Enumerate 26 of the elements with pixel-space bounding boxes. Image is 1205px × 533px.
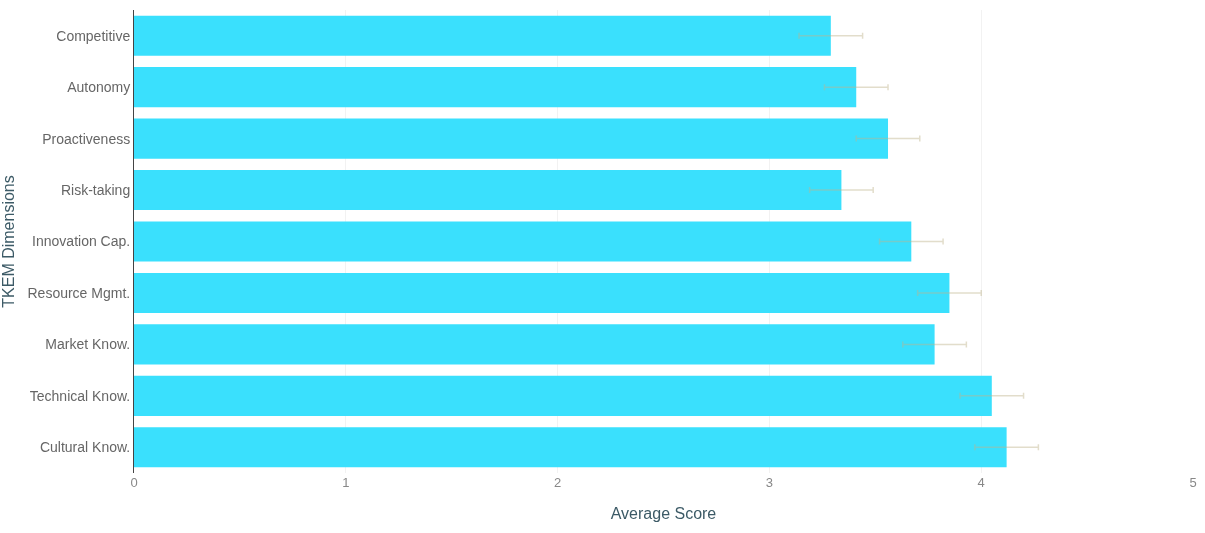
x-tick-label: 0 (130, 475, 138, 490)
bar (134, 272, 950, 314)
y-tick-label: Proactiveness (42, 130, 131, 147)
y-tick-label: Market Know. (45, 336, 131, 353)
x-tick-label: 5 (1189, 475, 1197, 490)
bar (134, 67, 857, 108)
bar (134, 427, 1007, 468)
x-tick-label: 3 (765, 475, 774, 490)
y-tick-label: Competitive (56, 27, 131, 44)
x-tick-label: 1 (342, 475, 350, 490)
bar (134, 169, 842, 211)
y-tick-label: Autonomy (67, 79, 131, 96)
y-tick-label: Technical Know. (29, 387, 131, 404)
y-tick-label: Innovation Cap. (32, 233, 131, 250)
y-tick-label: Cultural Know. (39, 439, 131, 456)
bar (134, 221, 912, 262)
y-axis-title: TKEM Dimensions (0, 175, 18, 308)
bar (134, 324, 935, 365)
y-tick-label: Risk-taking (60, 181, 131, 198)
y-tick-label: Resource Mgmt. (27, 284, 131, 301)
x-axis-title: Average Score (610, 504, 717, 522)
bar (134, 375, 992, 416)
bar (134, 118, 889, 159)
x-tick-label: 4 (977, 475, 985, 490)
bar (134, 15, 831, 56)
x-tick-label: 2 (553, 475, 562, 490)
